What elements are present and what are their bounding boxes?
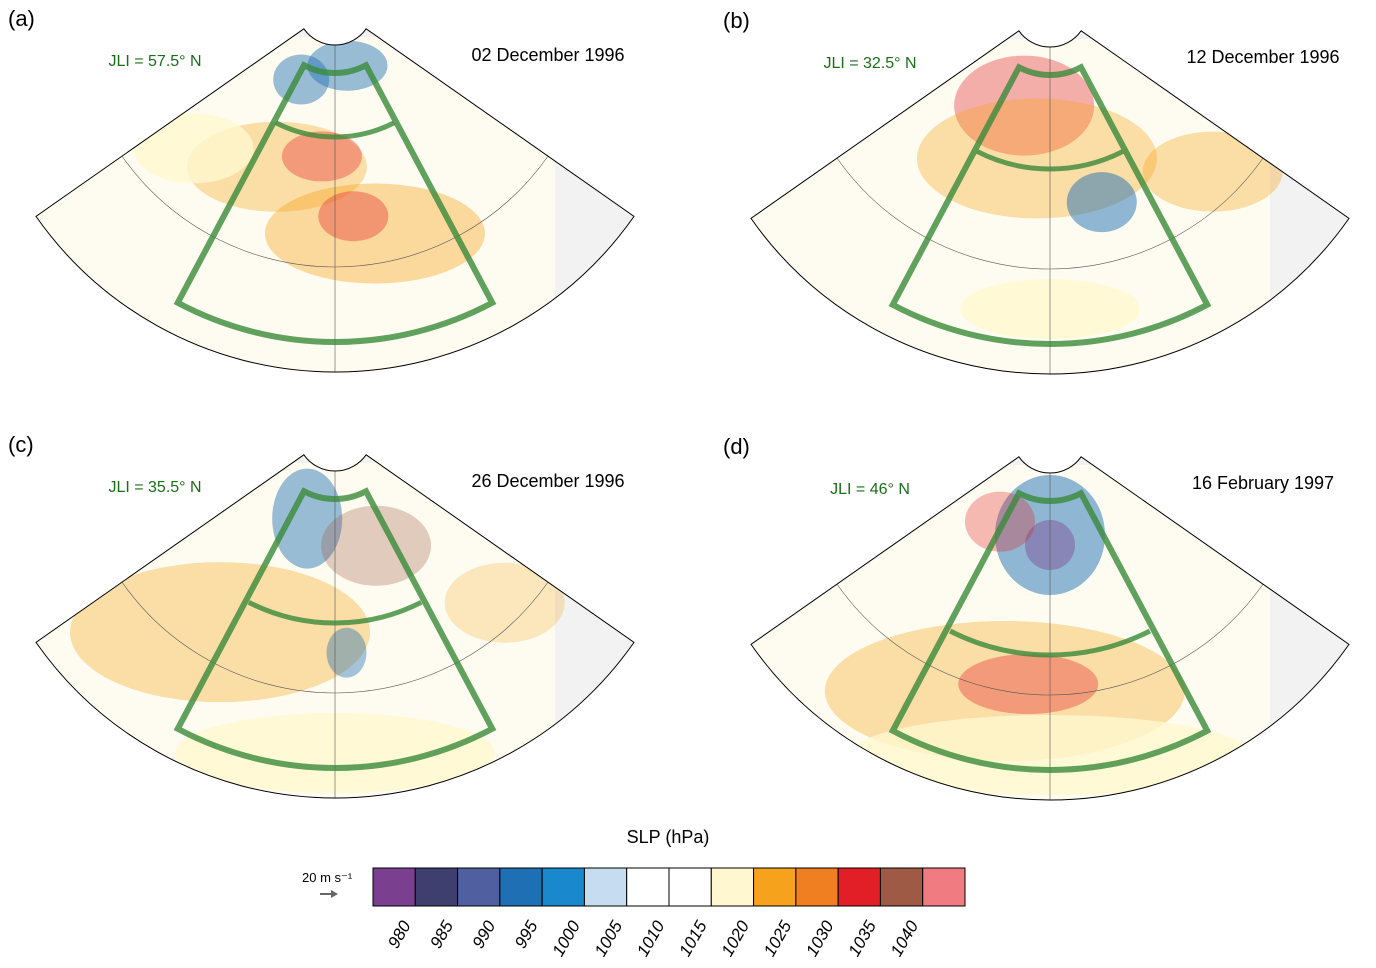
slp-field <box>710 465 1270 805</box>
colorbar-tick-label: 985 <box>426 917 457 952</box>
map-panel: (c) 26 December 1996 JLI = 35.5° N <box>0 432 634 803</box>
date-label: 02 December 1996 <box>471 45 624 65</box>
colorbar-tick-label: 1035 <box>845 917 881 960</box>
pressure-area <box>327 628 367 678</box>
colorbar-box <box>500 868 542 906</box>
pressure-area <box>134 113 254 183</box>
colorbar-box <box>754 868 796 906</box>
colorbar-box <box>542 868 584 906</box>
colorbar-tick-label: 980 <box>384 917 415 952</box>
slp-field <box>0 37 555 377</box>
vector-label: 20 m s⁻¹ <box>302 870 353 885</box>
colorbar-tick-label: 1000 <box>549 917 585 960</box>
colorbar-tick-label: 990 <box>469 917 500 952</box>
colorbar-box <box>458 868 500 906</box>
colorbar-box <box>923 868 965 906</box>
panel-label: (b) <box>723 8 750 33</box>
colorbar-box <box>838 868 880 906</box>
jli-label: JLI = 35.5° N <box>108 479 201 496</box>
pressure-area <box>282 131 362 181</box>
date-label: 26 December 1996 <box>471 471 624 491</box>
colorbar-box <box>711 868 753 906</box>
colorbar-tick-label: 1025 <box>760 917 796 960</box>
pressure-area <box>321 506 431 586</box>
colorbar-box <box>373 868 415 906</box>
colorbar-box <box>796 868 838 906</box>
colorbar-tick-label: 1040 <box>887 917 923 960</box>
slp-field <box>710 39 1283 379</box>
figure: SLP (hPa) 20 m s⁻¹ (a) 02 December 1996 JL… <box>0 0 1376 963</box>
colorbar-box <box>880 868 922 906</box>
colorbar-title: SLP (hPa) <box>627 827 710 847</box>
colorbar-tick-label: 1020 <box>718 917 754 960</box>
map-panel: (a) 02 December 1996 JLI = 57.5° N <box>0 6 634 377</box>
panel-label: (d) <box>723 434 750 459</box>
colorbar-box <box>584 868 626 906</box>
date-label: 16 February 1997 <box>1192 473 1334 493</box>
panel-label: (a) <box>8 6 35 31</box>
slp-field <box>0 463 565 803</box>
colorbar-tick-label: 1030 <box>802 917 838 960</box>
date-label: 12 December 1996 <box>1186 47 1339 67</box>
panel-label: (c) <box>8 432 34 457</box>
map-panel: (d) 16 February 1997 JLI = 46° N <box>710 434 1349 805</box>
reference-vector <box>320 890 338 898</box>
pressure-area <box>958 654 1098 714</box>
pressure-area <box>965 492 1035 552</box>
colorbar-tick-label: 1010 <box>633 917 669 960</box>
pressure-area <box>70 562 370 702</box>
colorbar-box <box>627 868 669 906</box>
pressure-area <box>1143 132 1283 212</box>
pressure-area <box>445 563 565 643</box>
jli-label: JLI = 57.5° N <box>108 53 201 70</box>
colorbar-box <box>415 868 457 906</box>
colorbar-box <box>669 868 711 906</box>
jli-label: JLI = 46° N <box>830 481 910 498</box>
map-panel: (b) 12 December 1996 JLI = 32.5° N <box>710 8 1349 379</box>
colorbar-tick-label: 995 <box>511 917 542 952</box>
colorbar-tick-label: 1015 <box>675 917 711 960</box>
jli-label: JLI = 32.5° N <box>823 55 916 72</box>
pressure-area <box>1067 172 1137 232</box>
colorbar-tick-label: 1005 <box>591 917 627 960</box>
pressure-area <box>318 191 388 241</box>
